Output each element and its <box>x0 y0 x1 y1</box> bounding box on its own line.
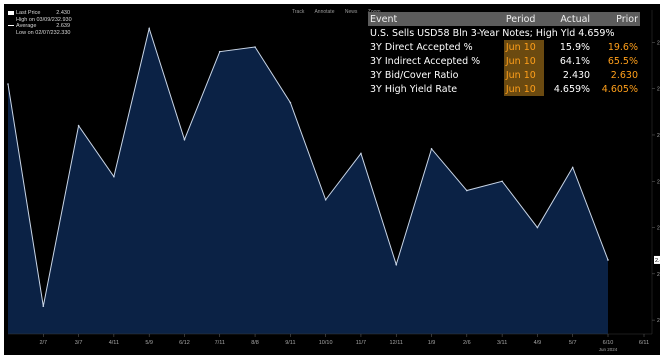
event-name: 3Y High Yield Rate <box>368 82 504 96</box>
legend-value: 2.430 <box>56 10 70 17</box>
x-tick-label: 6/10 <box>603 340 614 346</box>
headline-row: U.S. Sells USD58 Bln 3-Year Notes; High … <box>368 26 640 40</box>
chart-legend: Last Price 2.430 High on 03/09/23 2.930 Av… <box>8 10 70 36</box>
event-actual: 4.659% <box>544 82 592 96</box>
data-point <box>501 180 503 182</box>
x-tick-label: 6/12 <box>179 340 190 346</box>
table-header-row: Event Period Actual Prior <box>368 12 640 26</box>
x-tick-label: 2/7 <box>39 340 47 346</box>
event-period: Jun 10 <box>504 54 544 68</box>
header-period: Period <box>504 12 544 26</box>
legend-item: Low on 02/07/23 2.330 <box>8 30 70 37</box>
y-tick-label: 2.30 <box>657 318 660 324</box>
event-actual: 2.430 <box>544 68 592 82</box>
data-point <box>325 199 327 201</box>
y-tick-label: 2.90 <box>657 40 660 46</box>
event-prior: 65.5% <box>592 54 640 68</box>
last-value-label: 2.430 <box>655 258 660 264</box>
x-tick-label: 9/11 <box>285 340 295 346</box>
track-button[interactable]: Track <box>292 9 304 15</box>
data-point <box>290 102 292 104</box>
data-point <box>537 227 539 229</box>
data-point <box>78 125 80 127</box>
event-name: 3Y Bid/Cover Ratio <box>368 68 504 82</box>
x-tick-label: 7/11 <box>215 340 225 346</box>
legend-value: 2.930 <box>58 17 72 24</box>
legend-item: High on 03/09/23 2.930 <box>8 17 70 24</box>
x-tick-label: 8/8 <box>251 340 259 346</box>
x-tick-label: 4/11 <box>109 340 119 346</box>
legend-item: Average 2.639 <box>8 23 70 30</box>
y-tick-label: 2.70 <box>657 133 660 139</box>
legend-item: Last Price 2.430 <box>8 10 70 17</box>
news-button[interactable]: News <box>345 9 358 15</box>
x-tick-label: 3/11 <box>497 340 507 346</box>
x-tick-label: 6/11 <box>639 340 649 346</box>
event-prior: 4.605% <box>592 82 640 96</box>
news-headline[interactable]: U.S. Sells USD58 Bln 3-Year Notes; High … <box>368 26 640 40</box>
x-axis-sublabel: Jun 2024 <box>599 347 618 352</box>
y-tick-label: 2.50 <box>657 226 660 232</box>
table-row[interactable]: 3Y High Yield Rate Jun 10 4.659% 4.605% <box>368 82 640 96</box>
y-tick-label: 2.80 <box>657 87 660 93</box>
event-period: Jun 10 <box>504 40 544 54</box>
data-point <box>360 153 362 155</box>
x-tick-label: 4/9 <box>534 340 542 346</box>
data-point <box>42 305 44 307</box>
data-point <box>219 51 221 53</box>
table-row[interactable]: 3Y Bid/Cover Ratio Jun 10 2.430 2.630 <box>368 68 640 82</box>
event-actual: 15.9% <box>544 40 592 54</box>
legend-value: 2.330 <box>57 30 71 37</box>
x-tick-label: 11/7 <box>356 340 366 346</box>
data-point <box>466 190 468 192</box>
y-tick-label: 2.40 <box>657 272 660 278</box>
x-tick-label: 3/7 <box>75 340 83 346</box>
event-prior: 19.6% <box>592 40 640 54</box>
data-point <box>431 148 433 150</box>
legend-label: Last Price <box>16 10 40 16</box>
data-point <box>572 167 574 169</box>
annotate-button[interactable]: Annotate <box>314 9 334 15</box>
event-name: 3Y Direct Accepted % <box>368 40 504 54</box>
event-actual: 64.1% <box>544 54 592 68</box>
data-point <box>607 259 609 261</box>
x-tick-label: 5/9 <box>145 340 153 346</box>
legend-label: Low on 02/07/23 <box>16 30 57 36</box>
x-tick-label: 12/11 <box>390 340 403 346</box>
event-period: Jun 10 <box>504 68 544 82</box>
x-tick-label: 10/10 <box>319 340 333 346</box>
table-row[interactable]: 3Y Indirect Accepted % Jun 10 64.1% 65.5… <box>368 54 640 68</box>
header-event: Event <box>368 12 504 26</box>
x-tick-label: 2/6 <box>463 340 471 346</box>
economic-event-table: Event Period Actual Prior U.S. Sells USD… <box>368 12 640 96</box>
data-point <box>254 46 256 48</box>
y-tick-label: 2.60 <box>657 179 660 185</box>
data-point <box>184 139 186 141</box>
legend-label: High on 03/09/23 <box>16 17 58 23</box>
data-point <box>113 176 115 178</box>
chart-window: 2.90 2.80 2.70 2.60 2.50 2.40 2.30 2.430 2/7 3/7 4… <box>4 4 660 355</box>
header-prior: Prior <box>592 12 640 26</box>
header-actual: Actual <box>544 12 592 26</box>
event-prior: 2.630 <box>592 68 640 82</box>
event-period: Jun 10 <box>504 82 544 96</box>
legend-label: Average <box>16 23 36 29</box>
event-name: 3Y Indirect Accepted % <box>368 54 504 68</box>
data-point <box>148 28 150 30</box>
table-row[interactable]: 3Y Direct Accepted % Jun 10 15.9% 19.6% <box>368 40 640 54</box>
data-point <box>395 264 397 266</box>
x-tick-label: 5/7 <box>569 340 577 346</box>
x-tick-label: 1/9 <box>428 340 436 346</box>
legend-value: 2.639 <box>56 23 70 30</box>
data-point <box>7 83 9 85</box>
